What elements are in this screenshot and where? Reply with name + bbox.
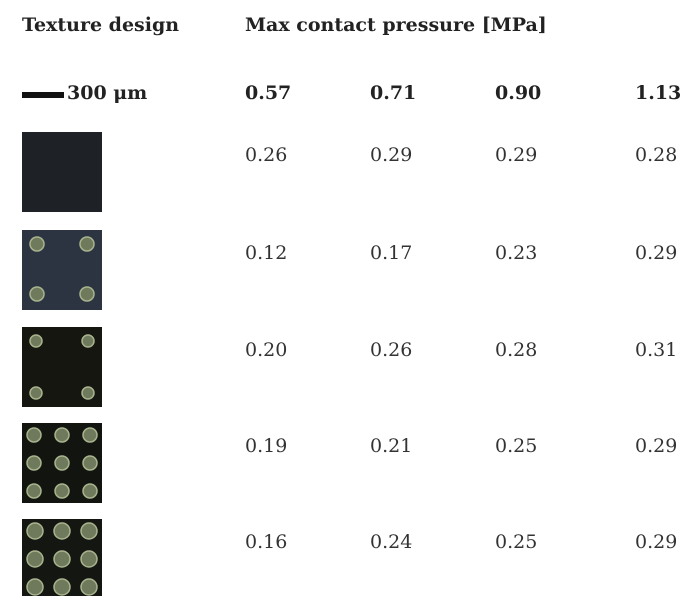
texture-dot	[27, 456, 41, 470]
texture-dot	[30, 387, 42, 399]
texture-dot	[30, 287, 44, 301]
column-header: 0.71	[370, 82, 416, 104]
cell-value: 0.28	[635, 144, 677, 166]
cell-value: 0.23	[495, 242, 537, 264]
texture-dot	[81, 523, 97, 539]
texture-dot	[27, 428, 41, 442]
texture-dot	[54, 579, 70, 595]
cell-value: 0.21	[370, 435, 412, 457]
cell-value: 0.29	[370, 144, 412, 166]
texture-dot	[81, 579, 97, 595]
texture-dot	[83, 428, 97, 442]
column-header: 1.13	[635, 82, 681, 104]
cell-value: 0.12	[245, 242, 287, 264]
texture-dot	[55, 428, 69, 442]
texture-dot	[83, 484, 97, 498]
scale-bar-label: 300 μm	[67, 82, 147, 104]
cell-value: 0.24	[370, 531, 412, 553]
cell-value: 0.29	[635, 242, 677, 264]
scale-bar-line	[22, 92, 64, 98]
cell-value: 0.20	[245, 339, 287, 361]
texture-dot	[81, 551, 97, 567]
texture-image	[22, 230, 102, 310]
texture-dot	[83, 456, 97, 470]
cell-value: 0.17	[370, 242, 412, 264]
texture-dot	[80, 287, 94, 301]
texture-dot	[27, 523, 43, 539]
texture-dot	[82, 335, 94, 347]
cell-value: 0.29	[495, 144, 537, 166]
texture-image	[22, 327, 102, 407]
cell-value: 0.26	[370, 339, 412, 361]
cell-value: 0.29	[635, 531, 677, 553]
texture-dot	[80, 237, 94, 251]
texture-dot	[30, 335, 42, 347]
cell-value: 0.26	[245, 144, 287, 166]
texture-dot	[27, 484, 41, 498]
cell-value: 0.19	[245, 435, 287, 457]
texture-dot	[27, 551, 43, 567]
texture-dot	[55, 484, 69, 498]
texture-dot	[30, 237, 44, 251]
texture-dot	[54, 523, 70, 539]
column-title: Texture design	[22, 14, 179, 36]
texture-dot	[54, 551, 70, 567]
cell-value: 0.31	[635, 339, 677, 361]
texture-image	[22, 132, 102, 212]
page: Texture design Max contact pressure [MPa…	[0, 0, 685, 596]
cell-value: 0.25	[495, 531, 537, 553]
texture-dot	[27, 579, 43, 595]
texture-dot	[82, 387, 94, 399]
group-title: Max contact pressure [MPa]	[245, 14, 547, 36]
cell-value: 0.28	[495, 339, 537, 361]
cell-value: 0.29	[635, 435, 677, 457]
texture-dot	[55, 456, 69, 470]
texture-image	[22, 423, 102, 503]
column-header: 0.57	[245, 82, 291, 104]
texture-image	[22, 519, 102, 596]
image-background	[22, 132, 102, 212]
cell-value: 0.25	[495, 435, 537, 457]
column-header: 0.90	[495, 82, 541, 104]
cell-value: 0.16	[245, 531, 287, 553]
